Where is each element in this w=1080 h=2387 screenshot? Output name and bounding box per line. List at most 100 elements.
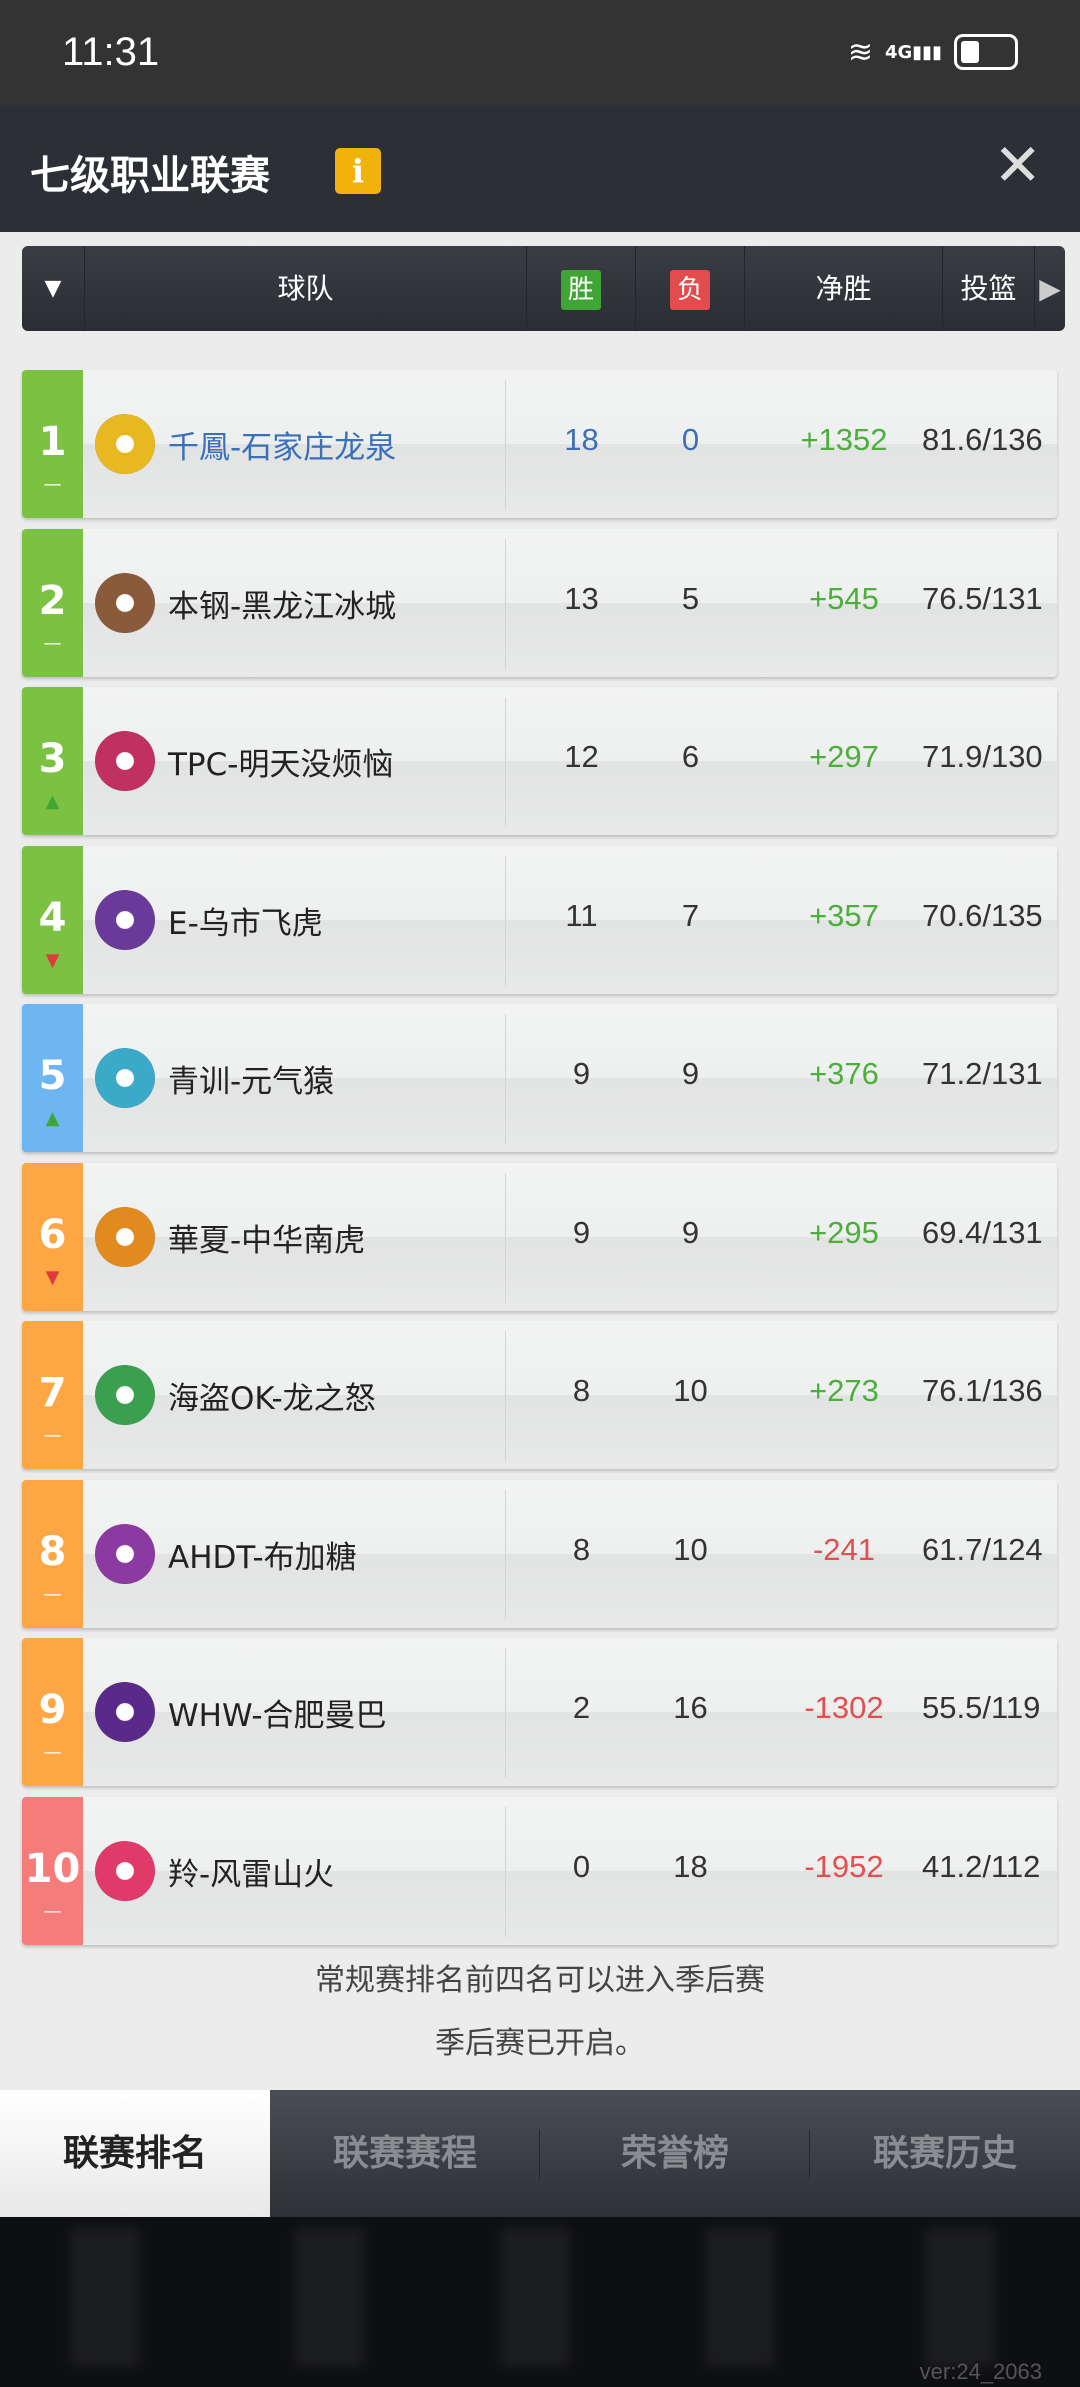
tab-bar: 联赛排名 联赛赛程 荣誉榜 联赛历史	[0, 2090, 1080, 2217]
wins-value: 9	[572, 1056, 591, 1091]
rank-number: 6	[38, 1211, 67, 1258]
network-type: 4G	[884, 41, 913, 63]
losses-value: 7	[681, 897, 700, 933]
column-wins[interactable]: 胜	[527, 246, 636, 331]
scroll-right-arrow-icon[interactable]: ▶	[1039, 272, 1061, 305]
losses-value: 5	[681, 580, 700, 616]
info-button[interactable]: i	[335, 148, 381, 194]
team-logo	[95, 1048, 155, 1108]
losses-value: 6	[681, 739, 700, 774]
shooting-value: 71.2/131	[922, 1056, 1043, 1091]
playoff-rule-text: 常规赛排名前四名可以进入季后赛	[315, 1963, 765, 1998]
shooting-value: 41.2/112	[922, 1848, 1041, 1884]
column-divider	[505, 855, 506, 986]
column-losses[interactable]: 负	[636, 246, 745, 331]
trend-up-icon: ▲	[45, 791, 60, 812]
team-name[interactable]: E-乌市飞虎	[168, 905, 323, 942]
wins-value: 12	[564, 739, 599, 774]
shooting-value: 76.5/131	[922, 580, 1043, 616]
team-name[interactable]: WHW-合肥曼巴	[168, 1698, 387, 1734]
net-value: +376	[809, 1056, 879, 1091]
column-team[interactable]: 球队	[85, 246, 527, 331]
column-divider	[505, 380, 506, 510]
team-name[interactable]: AHDT-布加糖	[168, 1539, 357, 1576]
losses-value: 0	[681, 422, 700, 457]
column-shooting[interactable]: 投篮	[943, 246, 1035, 331]
rank-cell: 4 ▼	[22, 845, 83, 994]
team-name[interactable]: 華夏-中华南虎	[168, 1222, 366, 1259]
table-row[interactable]: 5 ▲ 青训-元气猿 9 9 +376 71.2/131	[22, 1004, 1057, 1152]
tab-history[interactable]: 联赛历史	[810, 2090, 1080, 2217]
tab-label: 荣誉榜	[620, 2133, 729, 2174]
tab-honors[interactable]: 荣誉榜	[540, 2090, 810, 2217]
rank-number: 3	[38, 736, 67, 782]
shooting-value: 69.4/131	[922, 1214, 1043, 1250]
rank-cell: 3 ▲	[22, 687, 83, 835]
shooting-value: 76.1/136	[922, 1373, 1043, 1408]
net-value: +545	[809, 580, 879, 616]
table-row[interactable]: 1— 千鳳-石家庄龙泉 18 0 +1352 81.6/136	[22, 370, 1057, 518]
rank-number: 8	[38, 1528, 67, 1575]
wins-value: 2	[572, 1690, 591, 1725]
wins-value: 13	[564, 580, 599, 616]
team-name[interactable]: 羚-风雷山火	[168, 1856, 335, 1893]
column-divider	[505, 1806, 506, 1937]
rank-cell: 6 ▼	[22, 1162, 83, 1311]
rank-number: 9	[38, 1687, 67, 1733]
wins-value: 18	[564, 422, 599, 457]
losses-value: 9	[681, 1214, 700, 1250]
table-row[interactable]: 8— AHDT-布加糖 8 10 -241 61.7/124	[22, 1479, 1057, 1628]
rank-cell: 8—	[22, 1479, 83, 1628]
net-value: -1302	[804, 1690, 884, 1725]
tab-label: 联赛历史	[872, 2133, 1017, 2174]
column-divider	[505, 1331, 506, 1461]
column-divider	[505, 1489, 506, 1620]
header: 七级职业联赛 i ✕	[0, 105, 1080, 232]
table-row[interactable]: 3 ▲ TPC-明天没烦恼 12 6 +297 71.9/130	[22, 687, 1057, 835]
sort-dropdown[interactable]: ▼	[22, 246, 85, 331]
net-value: +1352	[800, 422, 888, 457]
rank-cell: 1—	[22, 370, 83, 518]
column-divider	[505, 697, 506, 827]
team-name[interactable]: 青训-元气猿	[168, 1064, 335, 1100]
rank-cell: 5 ▲	[22, 1004, 83, 1152]
team-logo	[95, 1682, 155, 1742]
shooting-value: 61.7/124	[922, 1531, 1043, 1567]
playoff-status-text: 季后赛已开启。	[435, 2026, 645, 2061]
wins-value: 9	[572, 1214, 591, 1250]
column-divider	[505, 538, 506, 669]
table-row[interactable]: 4 ▼ E-乌市飞虎 11 7 +357 70.6/135	[22, 845, 1057, 994]
clock: 11:31	[62, 30, 160, 74]
tab-standings[interactable]: 联赛排名	[0, 2090, 270, 2217]
rank-number: 2	[38, 577, 67, 624]
table-row[interactable]: 6 ▼ 華夏-中华南虎 9 9 +295 69.4/131	[22, 1162, 1057, 1311]
team-logo	[95, 1523, 155, 1584]
team-logo	[95, 414, 155, 474]
version-label: ver:24_2063	[919, 2359, 1042, 2384]
table-row[interactable]: 2— 本钢-黑龙江冰城 13 5 +545 76.5/131	[22, 528, 1057, 677]
team-name[interactable]: 海盗OK-龙之怒	[168, 1381, 376, 1417]
rank-number: 1	[38, 419, 67, 465]
close-button[interactable]: ✕	[993, 131, 1042, 199]
team-name[interactable]: 本钢-黑龙江冰城	[168, 588, 397, 625]
team-name[interactable]: TPC-明天没烦恼	[168, 747, 394, 783]
team-name[interactable]: 千鳳-石家庄龙泉	[168, 430, 397, 466]
tab-schedule[interactable]: 联赛赛程	[270, 2090, 540, 2217]
net-value: -241	[812, 1531, 876, 1567]
page-title: 七级职业联赛	[30, 153, 270, 199]
table-row[interactable]: 7— 海盗OK-龙之怒 8 10 +273 76.1/136	[22, 1321, 1057, 1469]
wins-value: 8	[572, 1373, 591, 1408]
rank-cell: 9—	[22, 1638, 83, 1786]
blurred-bottom-nav: ver:24_2063	[0, 2217, 1080, 2387]
rank-number: 4	[38, 894, 67, 941]
wins-value: 0	[572, 1848, 591, 1884]
team-logo	[95, 1206, 155, 1267]
trend-flat-icon: —	[43, 1425, 62, 1446]
trend-down-icon: ▼	[45, 949, 60, 971]
table-row[interactable]: 9— WHW-合肥曼巴 2 16 -1302 55.5/119	[22, 1638, 1057, 1786]
wins-badge: 胜	[561, 270, 601, 310]
losses-value: 10	[673, 1531, 708, 1567]
table-row[interactable]: 10 — 羚-风雷山火 0 18 -1952 41.2/112	[22, 1796, 1057, 1945]
column-net[interactable]: 净胜	[745, 246, 943, 331]
trend-up-icon: ▲	[45, 1108, 60, 1129]
